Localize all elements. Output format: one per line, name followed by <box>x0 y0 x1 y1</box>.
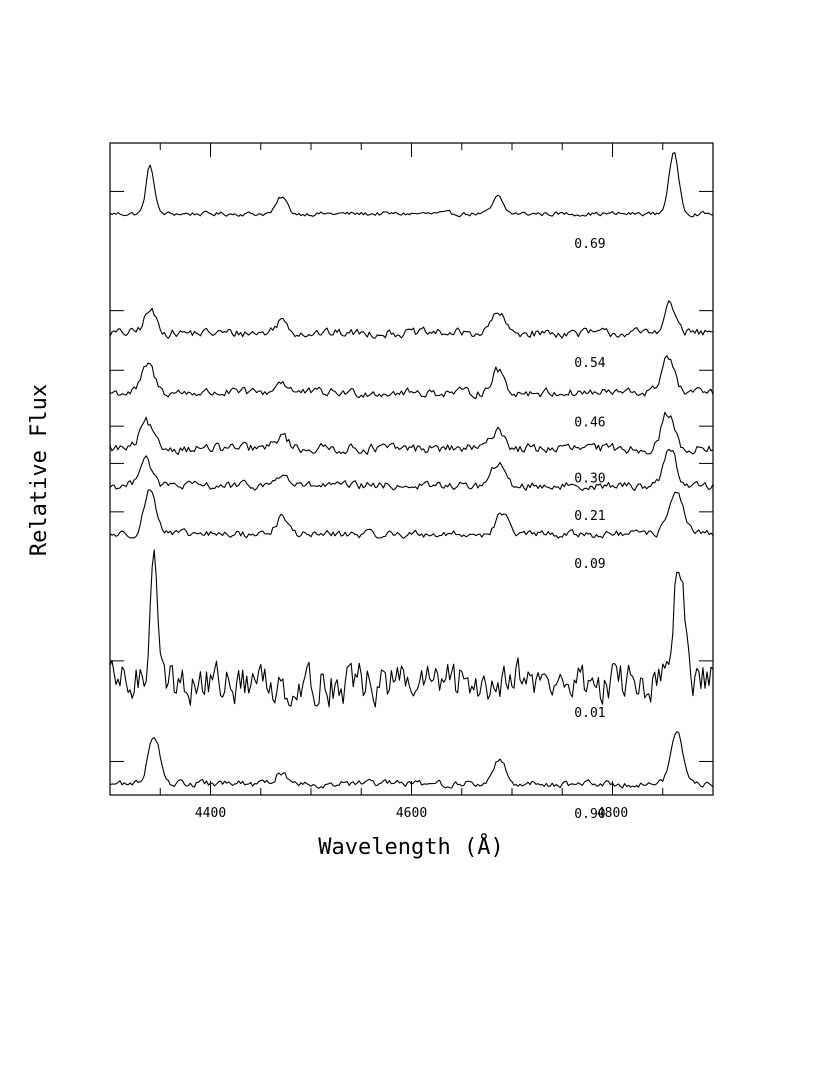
x-tick-label-4600: 4600 <box>396 806 427 821</box>
phase-label-0.69: 0.69 <box>574 237 605 252</box>
spectrum-phase-0.09 <box>109 489 714 539</box>
x-tick-label-4800: 4800 <box>597 806 628 821</box>
x-tick-labels: 4400 4600 4800 <box>195 806 628 821</box>
x-tick-label-4400: 4400 <box>195 806 226 821</box>
phase-labels: 0.69 0.54 0.46 0.30 0.21 0.09 0.01 0.90 <box>574 237 605 822</box>
y-axis-title: Relative Flux <box>27 384 52 556</box>
phase-label-0.09: 0.09 <box>574 557 605 572</box>
spectrum-phase-0.30 <box>109 411 714 455</box>
axis-ticks <box>110 143 713 795</box>
spectrum-phase-0.90 <box>109 731 714 789</box>
plot-frame <box>109 142 714 796</box>
phase-label-0.90: 0.90 <box>574 807 605 822</box>
phase-label-0.46: 0.46 <box>574 416 605 431</box>
phase-label-0.54: 0.54 <box>574 356 605 371</box>
phase-label-0.21: 0.21 <box>574 509 605 524</box>
spectrum-phase-0.54 <box>109 300 714 339</box>
phase-label-0.30: 0.30 <box>574 472 605 487</box>
phase-label-0.01: 0.01 <box>574 706 605 721</box>
x-axis-title: Wavelength (Å) <box>318 833 503 860</box>
plot-area: 4400 4600 4800 0.69 0.54 0.46 0.30 0.21 0.09 0.0… <box>109 142 714 822</box>
spectra-series <box>109 152 714 789</box>
spectrum-phase-0.01 <box>109 549 714 708</box>
spectrum-phase-0.21 <box>109 448 714 492</box>
spectrum-phase-0.69 <box>109 152 714 218</box>
spectrum-phase-0.46 <box>109 355 714 400</box>
